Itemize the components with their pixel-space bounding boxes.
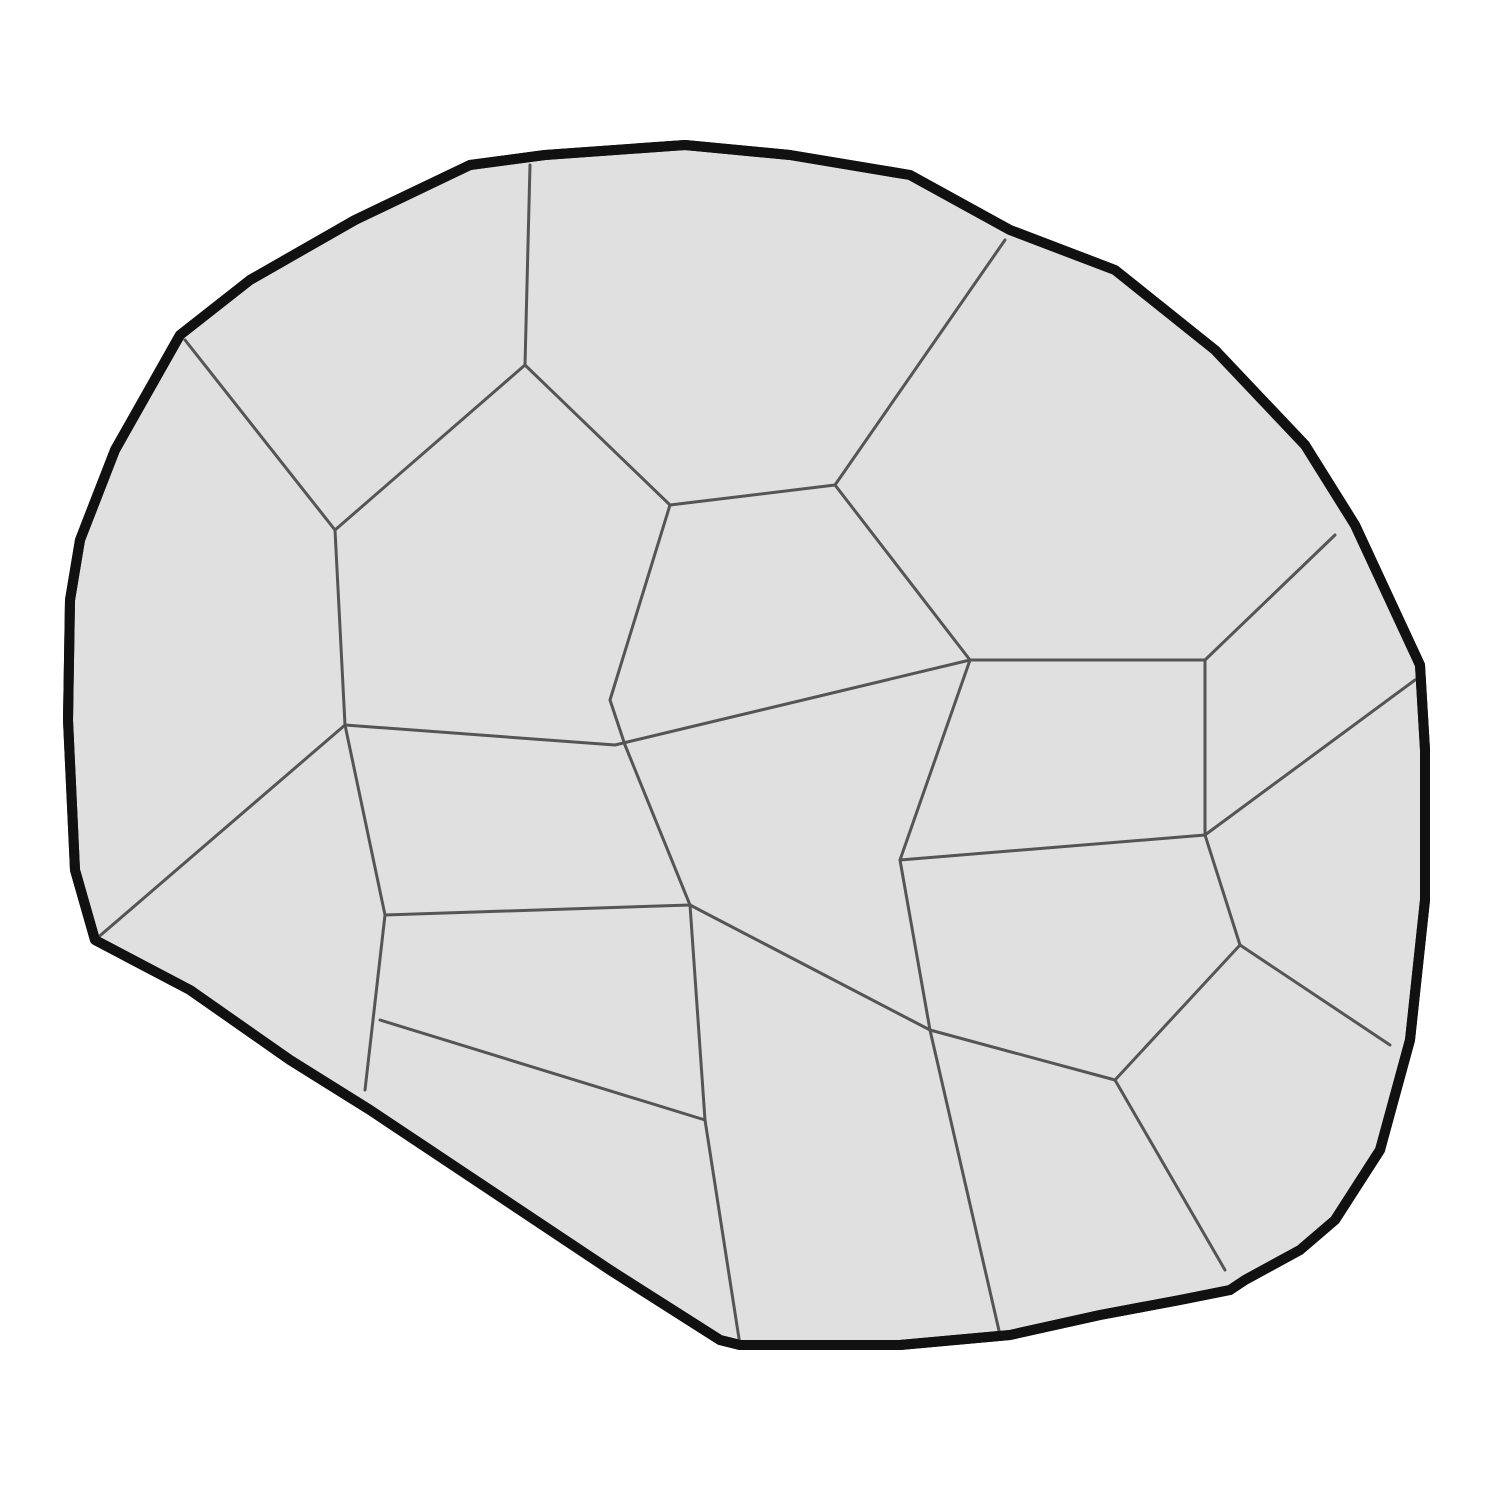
outer-boundary-stroke bbox=[63, 140, 1430, 1350]
cell-edge-3 bbox=[833, 483, 1337, 662]
cell-edge-15 bbox=[1203, 678, 1417, 837]
cell-edge-8 bbox=[363, 913, 387, 1092]
outer-boundary bbox=[63, 140, 1430, 1350]
cell-edge-7 bbox=[343, 723, 692, 917]
cell-edge-14 bbox=[1203, 833, 1242, 947]
cell-edge-16 bbox=[1113, 1078, 1227, 1272]
cell-edge-1 bbox=[183, 163, 532, 532]
cell-edge-5 bbox=[343, 658, 972, 747]
cell-edges bbox=[93, 163, 1417, 1347]
cell-edge-13 bbox=[898, 858, 1002, 1337]
cell-edge-12 bbox=[898, 658, 1207, 862]
cell-edge-10 bbox=[688, 903, 707, 1122]
cell-edge-6 bbox=[608, 503, 672, 747]
cell-edge-2 bbox=[523, 238, 1007, 507]
